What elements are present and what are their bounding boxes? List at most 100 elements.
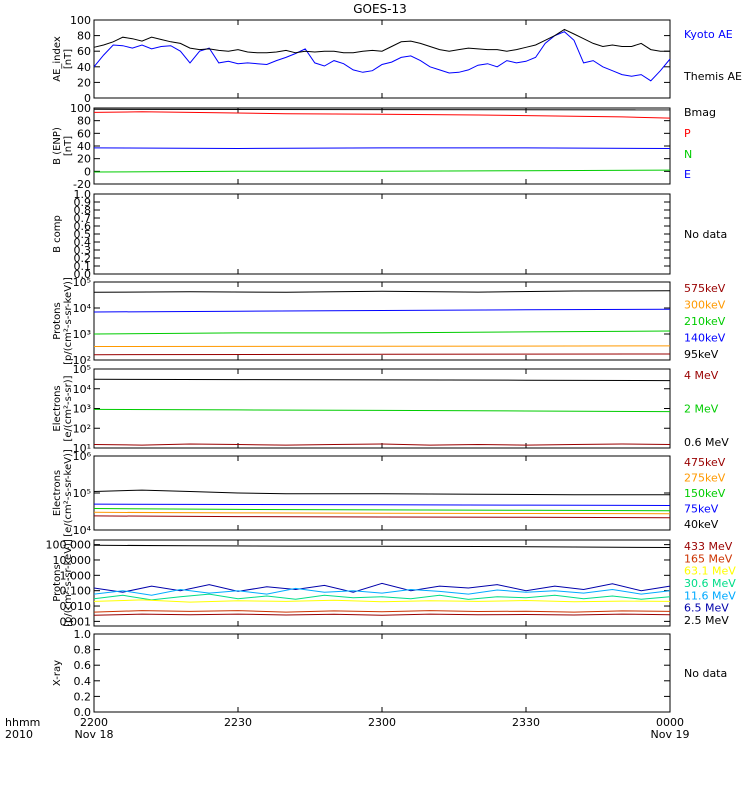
legend-entry: 210keV: [684, 315, 726, 328]
panel-protons_mev: 0.001 0.010 0.100 1.000 10.000 100.000 Protons…: [46, 539, 737, 629]
y-axis-label: Electrons: [52, 385, 63, 431]
series-line-0-6-mev: [93, 378, 671, 382]
legend-entry: 140keV: [684, 332, 726, 345]
series-line-40kev: [93, 489, 670, 496]
y-tick-label: 1.0: [74, 628, 92, 641]
series-line-150kev: [93, 508, 671, 512]
legend-entry: Themis AE: [683, 70, 742, 83]
series-line-30-6-mev: [93, 593, 671, 601]
y-tick-label: 0.2: [74, 252, 92, 265]
y-tick-label: 0.4: [74, 236, 92, 249]
legend-entry: P: [684, 127, 691, 140]
panel-electrons_mev: 10¹ 10² 10³ 10⁴ 10⁵ Electrons [e/(cm²-s-sr)] 4 …: [52, 363, 729, 455]
no-data-note: No data: [684, 667, 727, 680]
y-tick-label: 60: [77, 127, 91, 140]
panel-frame: [93, 633, 671, 713]
y-tick-label: 0.6: [74, 659, 92, 672]
series-line-95kev: [93, 290, 671, 293]
series-line-63-1-mev: [93, 599, 671, 603]
y-tick-label: 0.1: [74, 260, 92, 273]
series-line-e: [93, 147, 671, 150]
y-tick-label: 10³: [73, 328, 91, 341]
x-axis-left-label-hhmm: hhmm: [5, 716, 40, 729]
legend-entry: Kyoto AE: [684, 28, 733, 41]
x-tick-label: 2230: [224, 716, 252, 729]
legend-entry: E: [684, 168, 691, 181]
y-tick-label: 80: [77, 30, 91, 43]
y-tick-label: 0.2: [74, 690, 92, 703]
series-line-433-mev: [93, 613, 671, 616]
y-tick-label: 10.000: [53, 554, 92, 567]
y-tick-label: 10²: [73, 354, 91, 367]
y-axis-label: Protons: [52, 302, 63, 339]
y-tick-label: 0.6: [74, 220, 92, 233]
panel-frame: [93, 19, 671, 99]
y-tick-label: 0.9: [74, 196, 92, 209]
x-tick-label: 0000: [656, 716, 684, 729]
y-tick-label: 0.0: [74, 268, 92, 281]
series-line-2-5-mev: [93, 544, 671, 548]
y-tick-label: 1.000: [60, 569, 92, 582]
no-data-note: No data: [684, 228, 727, 241]
legend-entry: N: [684, 148, 692, 161]
x-tick-label: 2300: [368, 716, 396, 729]
panel-protons_low: 10² 10³ 10⁴ 10⁵ Protons [p/(cm²-s-sr-keV)] 575…: [52, 276, 726, 367]
legend-entry: 30.6 MeV: [684, 577, 736, 590]
legend-entry: 475keV: [684, 456, 726, 469]
legend-entry: 575keV: [684, 282, 726, 295]
panel-frame: [93, 193, 671, 275]
y-tick-label: 10⁵: [73, 363, 91, 376]
series-line-bmag: [93, 108, 671, 111]
legend-entry: 0.6 MeV: [684, 436, 729, 449]
legend-entry: 11.6 MeV: [684, 589, 736, 602]
series-line-6-5-mev: [93, 582, 671, 593]
legend-entry: 75keV: [684, 503, 719, 516]
y-axis-label: B comp: [52, 215, 63, 253]
x-axis-left-label-year: 2010: [5, 728, 33, 741]
y-axis-unit-label: [nT]: [63, 136, 74, 156]
series-line-themis-ae: [93, 28, 670, 54]
legend-entry: 433 MeV: [684, 540, 733, 553]
chart-title: GOES-13: [353, 2, 407, 16]
series-line-11-6-mev: [93, 587, 671, 596]
legend-entry: 150keV: [684, 487, 726, 500]
y-axis-label: X-ray: [52, 660, 63, 686]
panel-b_comp: 0.00.10.20.30.40.50.60.70.80.91.0 B comp N…: [52, 188, 727, 281]
panel-xray: 0.0 0.2 0.4 0.6 0.8 1.0 X-ray No data: [52, 628, 727, 719]
legend-entry: Bmag: [684, 106, 716, 119]
y-tick-label: 10²: [73, 422, 91, 435]
y-tick-label: 0.4: [74, 675, 92, 688]
legend-entry: 63.1 MeV: [684, 565, 736, 578]
y-tick-label: 60: [77, 45, 91, 58]
series-line-kyoto-ae: [93, 31, 671, 82]
y-tick-label: 100: [70, 102, 91, 115]
x-tick-date-label: Nov 19: [651, 728, 690, 741]
panel-frame: [93, 281, 671, 361]
y-axis-label: Electrons: [52, 470, 63, 516]
y-tick-label: 10⁵: [73, 487, 91, 500]
y-tick-label: 10⁴: [73, 383, 92, 396]
y-tick-label: 100.000: [46, 539, 92, 552]
y-tick-label: 40: [77, 140, 91, 153]
legend-entry: 165 MeV: [684, 552, 733, 565]
legend-entry: 6.5 MeV: [684, 602, 729, 615]
legend-entry: 275keV: [684, 472, 726, 485]
x-tick-date-label: Nov 18: [75, 728, 114, 741]
y-tick-label: 10⁵: [73, 276, 91, 289]
y-axis-label: Protons: [52, 564, 63, 601]
y-tick-label: 0.001: [60, 615, 92, 628]
legend-entry: 2 MeV: [684, 403, 719, 416]
x-tick-label: 2200: [80, 716, 108, 729]
panel-frame: [93, 455, 671, 531]
legend-entry: 40keV: [684, 518, 719, 531]
series-line-210kev: [93, 330, 671, 335]
panel-frame: [93, 107, 671, 185]
y-tick-label: 0.3: [74, 244, 92, 257]
series-line-4-mev: [93, 443, 671, 446]
y-axis-label: B (ENP): [52, 127, 63, 165]
y-tick-label: 0.0: [74, 706, 92, 719]
y-tick-label: 0.010: [60, 600, 92, 613]
